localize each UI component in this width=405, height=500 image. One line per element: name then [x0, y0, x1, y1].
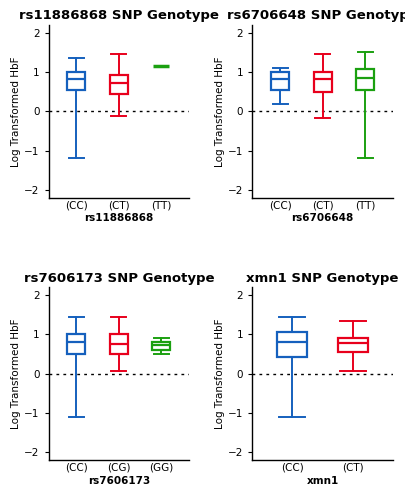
FancyBboxPatch shape [338, 338, 369, 352]
FancyBboxPatch shape [271, 72, 289, 90]
Title: xmn1 SNP Genotype: xmn1 SNP Genotype [246, 272, 399, 285]
FancyBboxPatch shape [313, 72, 332, 92]
X-axis label: rs11886868: rs11886868 [84, 213, 153, 223]
Y-axis label: Log Transformed HbF: Log Transformed HbF [215, 318, 225, 429]
Title: rs7606173 SNP Genotype: rs7606173 SNP Genotype [23, 272, 214, 285]
X-axis label: rs6706648: rs6706648 [292, 213, 354, 223]
Y-axis label: Log Transformed HbF: Log Transformed HbF [11, 318, 21, 429]
X-axis label: rs7606173: rs7606173 [88, 476, 150, 486]
FancyBboxPatch shape [356, 69, 374, 89]
FancyBboxPatch shape [67, 72, 85, 90]
FancyBboxPatch shape [277, 332, 307, 357]
Y-axis label: Log Transformed HbF: Log Transformed HbF [215, 56, 225, 166]
X-axis label: xmn1: xmn1 [307, 476, 339, 486]
FancyBboxPatch shape [67, 334, 85, 354]
Title: rs6706648 SNP Genotype: rs6706648 SNP Genotype [227, 10, 405, 22]
FancyBboxPatch shape [153, 342, 171, 350]
FancyBboxPatch shape [110, 334, 128, 354]
Title: rs11886868 SNP Genotype: rs11886868 SNP Genotype [19, 10, 219, 22]
FancyBboxPatch shape [110, 75, 128, 94]
Y-axis label: Log Transformed HbF: Log Transformed HbF [11, 56, 21, 166]
